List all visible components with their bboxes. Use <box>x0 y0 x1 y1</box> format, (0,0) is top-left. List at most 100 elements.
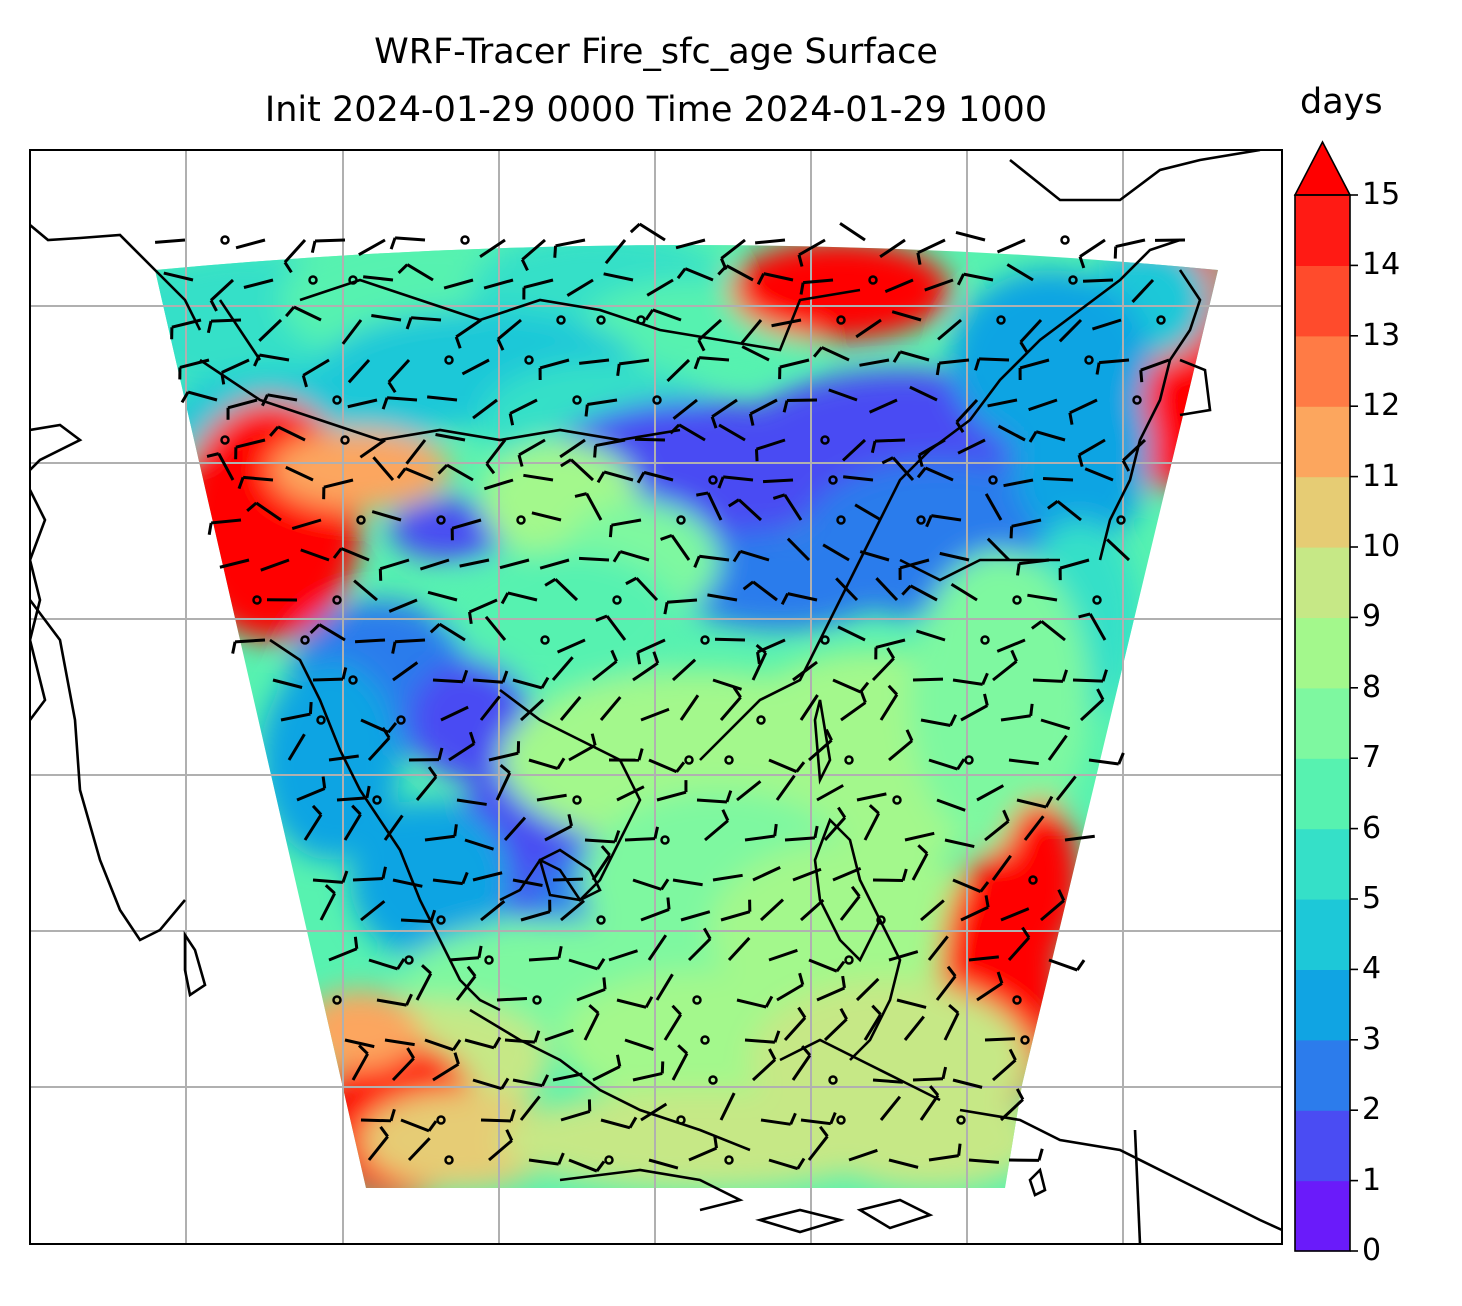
calm-wind-marker <box>708 475 718 485</box>
calm-wind-marker <box>724 755 734 765</box>
field-patch <box>1010 350 1150 550</box>
plot-frame <box>29 149 1283 1245</box>
wind-barb <box>206 318 242 334</box>
calm-wind-marker <box>724 1155 734 1165</box>
wind-barb <box>859 358 890 367</box>
wind-barb <box>583 1004 600 1041</box>
wind-barb <box>454 318 482 349</box>
wind-barb <box>792 867 822 882</box>
wind-barb <box>879 684 899 721</box>
wind-barb <box>528 945 563 962</box>
coastline-segment <box>755 1208 845 1234</box>
wind-barb <box>968 1158 1000 1164</box>
wind-barb <box>1084 467 1114 482</box>
chart-title: WRF-Tracer Fire_sfc_age Surface <box>374 32 938 72</box>
wind-barb <box>552 1072 583 1082</box>
wind-barb <box>285 465 314 482</box>
wind-barb <box>632 651 660 682</box>
wind-barb <box>484 615 507 641</box>
wind-barb <box>450 518 482 541</box>
wind-barb <box>671 658 697 682</box>
field-patch <box>670 530 890 630</box>
wind-barb <box>464 838 495 851</box>
wind-barb <box>592 649 618 682</box>
wind-barb <box>741 345 770 362</box>
wind-barb <box>660 533 691 561</box>
wind-barb <box>332 547 370 562</box>
calm-wind-marker <box>348 275 358 285</box>
wind-barb <box>328 754 359 762</box>
wind-barb <box>592 1054 622 1082</box>
coastline-segment <box>959 1108 1282 1232</box>
colorbar-segment <box>1295 406 1350 478</box>
tracer-field <box>155 245 1218 1188</box>
wind-barb <box>354 638 386 644</box>
coastline-segment <box>30 423 83 471</box>
wind-barb <box>928 758 966 771</box>
wind-barb <box>868 398 898 414</box>
wind-barb <box>744 823 778 842</box>
wind-barb <box>234 438 266 460</box>
wind-barb <box>911 844 929 881</box>
wind-barb <box>807 1125 829 1161</box>
colorbar-segment <box>1295 969 1350 1041</box>
wind-barb <box>986 537 1011 562</box>
wind-barb <box>927 935 949 961</box>
wind-barb <box>353 579 378 602</box>
wind-barb <box>608 518 642 538</box>
coastline-segment <box>1098 269 1202 561</box>
calm-wind-marker <box>308 275 318 285</box>
calm-wind-marker <box>596 915 606 925</box>
colorbar-tick-label: 14 <box>1362 247 1401 283</box>
wind-barb <box>303 804 323 841</box>
wind-barb <box>371 510 402 522</box>
wind-barb <box>508 398 538 426</box>
wind-barb <box>367 726 391 762</box>
wind-barb <box>632 1061 665 1082</box>
wind-barb <box>595 614 627 641</box>
wind-barb <box>347 358 371 384</box>
wind-barb <box>632 878 670 891</box>
wind-barb <box>636 470 674 484</box>
wind-barb <box>771 318 802 328</box>
wind-barb <box>666 358 691 382</box>
calm-wind-marker <box>596 315 606 325</box>
wind-barb <box>520 238 546 272</box>
wind-barb <box>243 278 274 289</box>
wind-barb <box>405 439 427 465</box>
wind-barb <box>616 358 650 376</box>
wind-barb <box>207 518 242 536</box>
wind-barb <box>920 714 958 728</box>
wind-barb <box>566 278 594 297</box>
wind-barb <box>235 238 266 250</box>
wind-barb <box>1048 958 1086 972</box>
wind-barb <box>381 396 418 410</box>
wind-barb <box>855 977 880 1002</box>
wind-barb <box>163 271 194 282</box>
wind-barb <box>603 272 634 282</box>
wind-barb <box>944 838 975 849</box>
field-patch <box>360 1090 560 1188</box>
field-patch <box>390 500 510 560</box>
calm-wind-marker <box>356 515 366 525</box>
wind-barb <box>480 1109 516 1123</box>
wind-barb <box>495 763 512 801</box>
wind-barb <box>291 518 322 531</box>
wind-barb <box>593 438 626 458</box>
chart-subtitle: Init 2024-01-29 0000 Time 2024-01-29 100… <box>264 90 1048 130</box>
wind-barb <box>568 733 597 762</box>
wind-barb <box>704 809 730 842</box>
wind-barb <box>1016 558 1050 576</box>
wind-barb <box>752 865 781 882</box>
wind-barb <box>960 895 990 922</box>
wind-barb <box>903 1015 925 1041</box>
wind-barb <box>407 1137 431 1162</box>
calm-wind-marker <box>436 915 446 925</box>
wind-barb <box>663 598 698 615</box>
wind-barb <box>871 647 896 682</box>
calm-wind-marker <box>980 635 990 645</box>
wind-barb <box>360 1108 396 1123</box>
wind-barb <box>300 548 330 562</box>
colorbar-tick-label: 4 <box>1362 951 1382 987</box>
coastline-segment <box>1179 358 1212 417</box>
